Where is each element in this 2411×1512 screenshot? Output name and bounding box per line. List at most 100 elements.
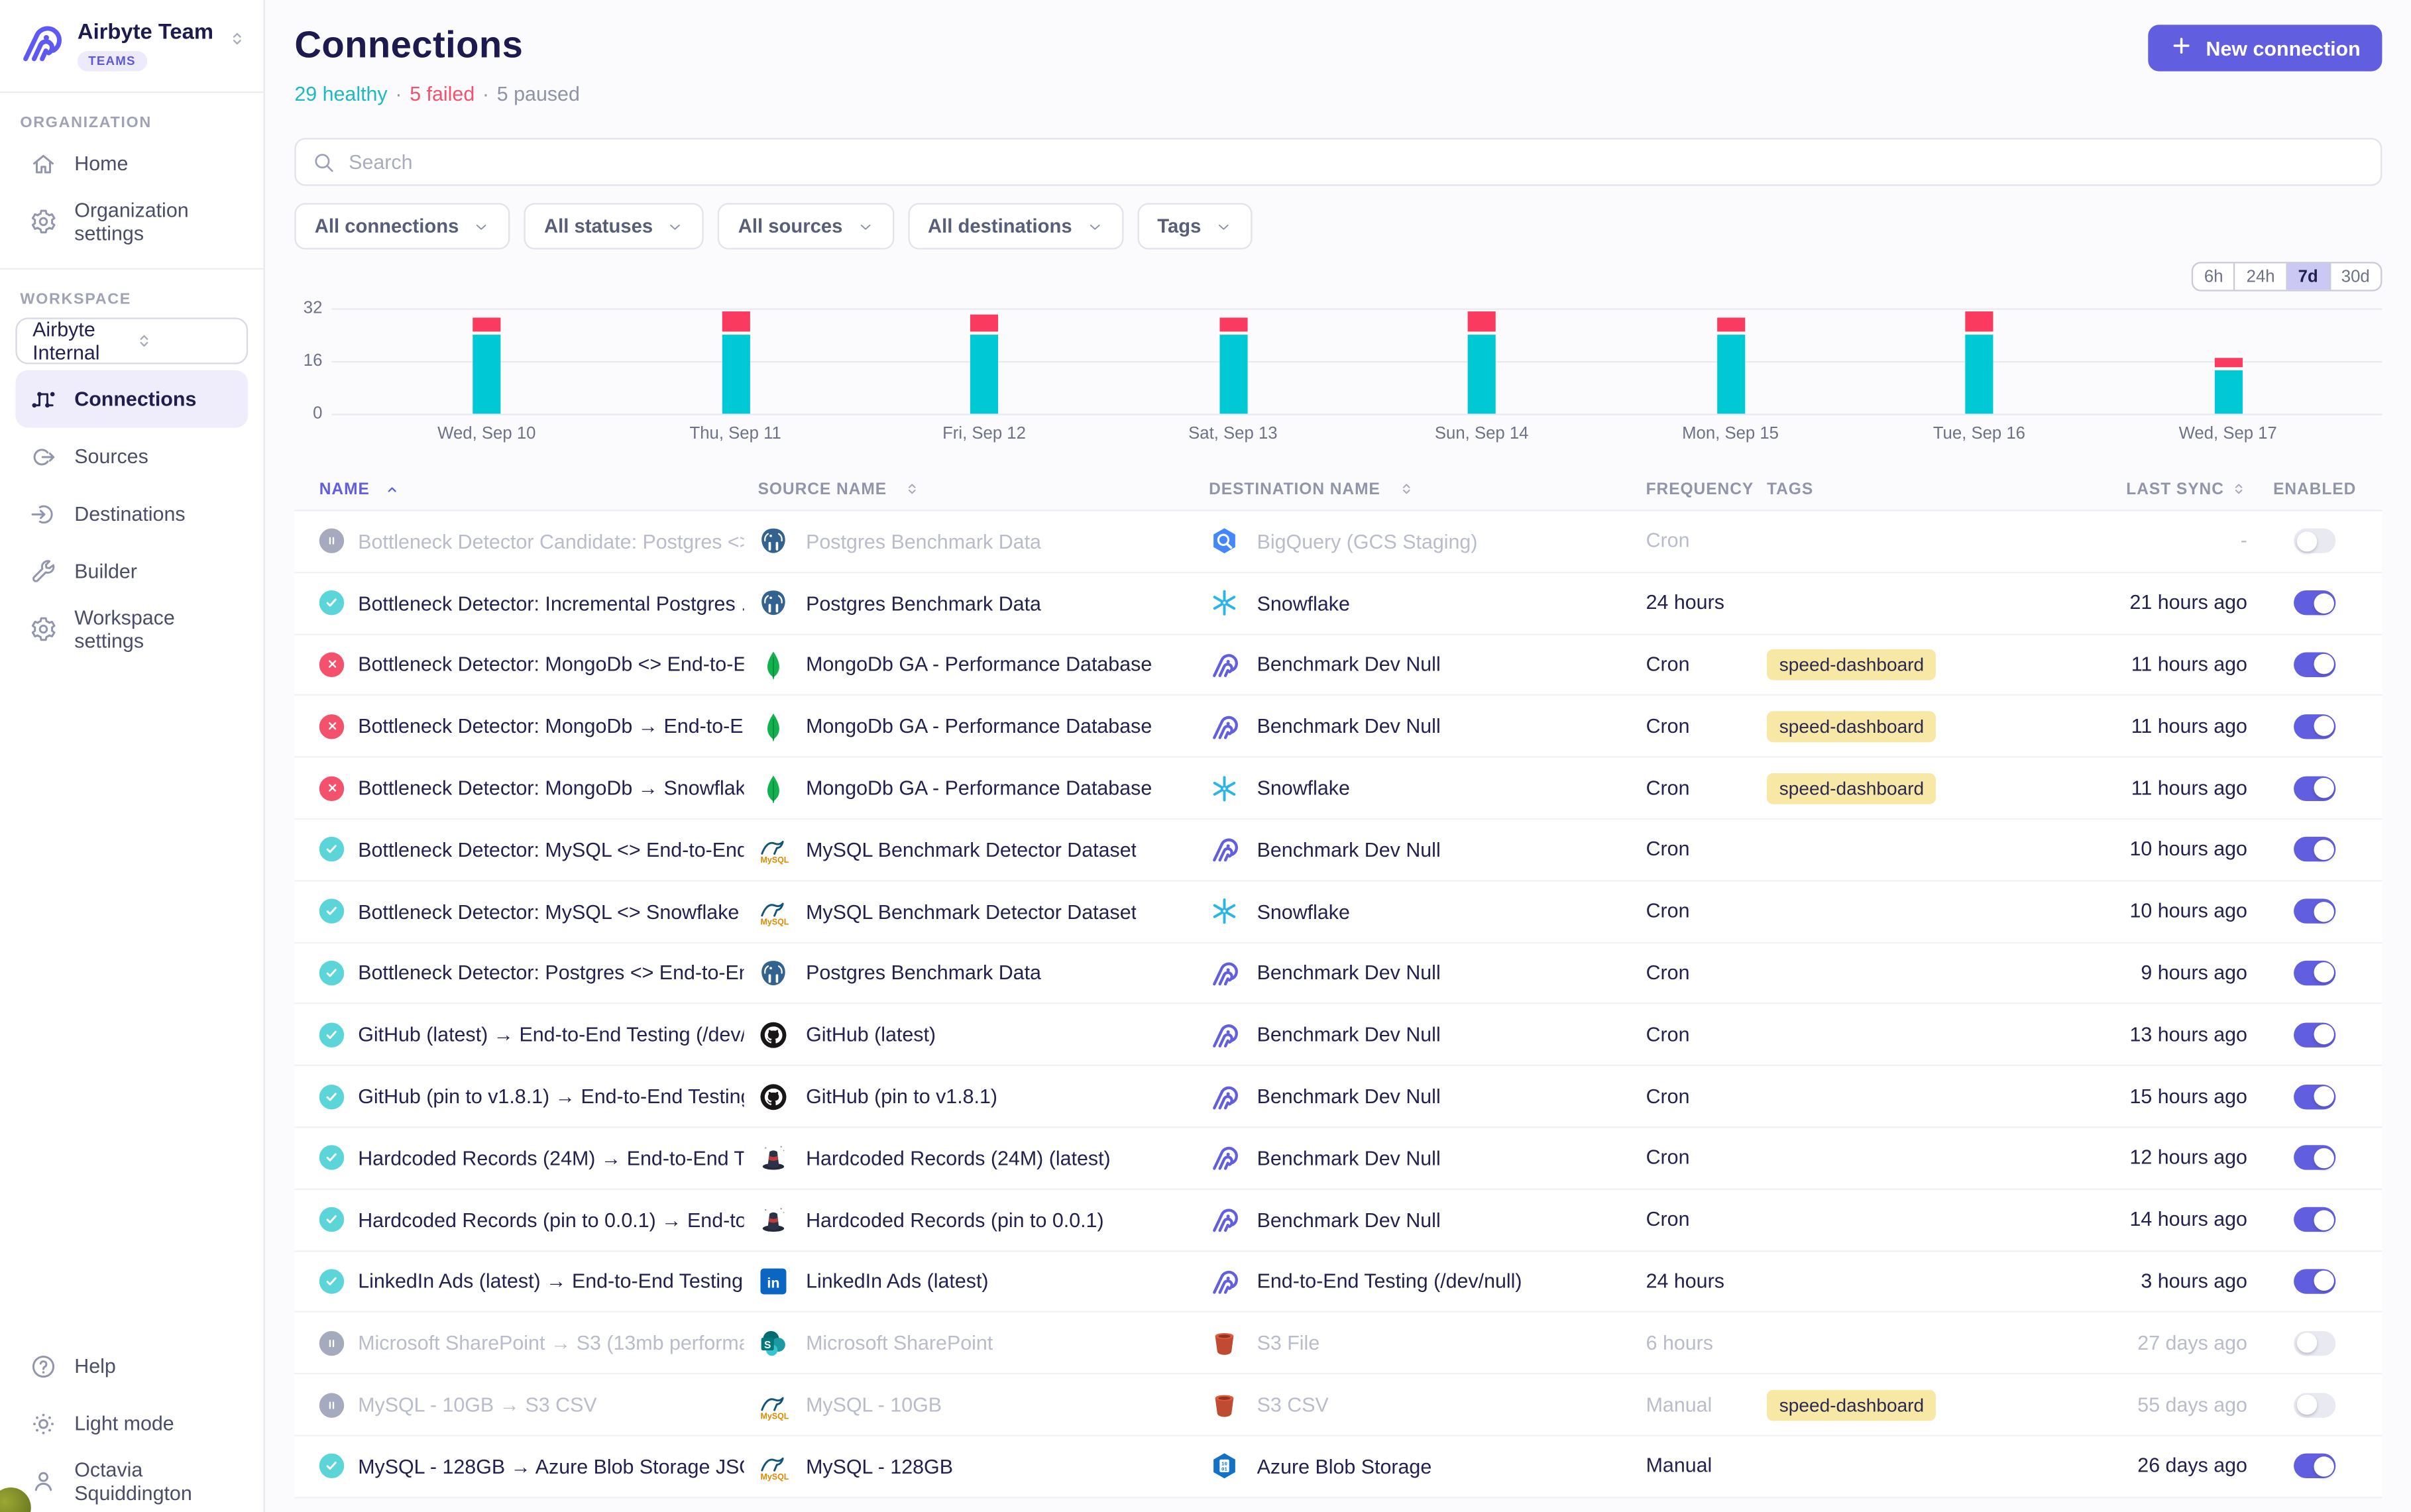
enabled-toggle[interactable] — [2294, 652, 2336, 677]
table-row[interactable]: Bottleneck Detector: MySQL <> Snowflake M… — [294, 881, 2383, 944]
sidebar-item-octavia-squiddington[interactable]: Octavia Squiddington — [15, 1452, 248, 1509]
column-header-name[interactable]: NAME — [294, 480, 744, 498]
connection-name: Hardcoded Records (24M) → End-to-End Te.… — [358, 1146, 744, 1170]
enabled-toggle[interactable] — [2294, 714, 2336, 739]
destination-name: Benchmark Dev Null — [1257, 1023, 1441, 1047]
paused-count: 5 paused — [496, 81, 580, 106]
sidebar-item-light-mode[interactable]: Light mode — [15, 1395, 248, 1452]
status-healthy-icon — [319, 1022, 345, 1048]
enabled-toggle[interactable] — [2294, 1146, 2336, 1171]
toggle-knob — [2313, 1271, 2333, 1292]
table-row[interactable]: Bottleneck Detector: MongoDb → End-to-En… — [294, 696, 2383, 759]
org-switcher-chevrons-icon[interactable] — [226, 28, 248, 57]
bar-tue-sep-16[interactable] — [1965, 294, 1993, 413]
mongodb-icon — [758, 773, 789, 804]
organization-nav: Home Organization settings — [15, 135, 248, 249]
sidebar-item-help[interactable]: Help — [15, 1337, 248, 1395]
toggle-knob — [2296, 1332, 2317, 1354]
enabled-toggle[interactable] — [2294, 1392, 2336, 1417]
connection-name: MySQL - 128GB → Azure Blob Storage JSOn … — [358, 1454, 744, 1478]
table-header: NAME SOURCE NAME DESTINATION NAME FREQUENCY… — [294, 468, 2383, 512]
enabled-toggle[interactable] — [2294, 1022, 2336, 1048]
sidebar-item-sources[interactable]: Sources — [15, 427, 248, 485]
bar-failed-segment — [970, 314, 999, 332]
bar-sat-sep-13[interactable] — [1219, 294, 1247, 413]
table-row[interactable]: Hardcoded Records (24M) → End-to-End Te.… — [294, 1128, 2383, 1190]
org-switcher[interactable]: Airbyte Team TEAMS — [15, 19, 248, 73]
time-range-24h[interactable]: 24h — [2235, 263, 2288, 290]
time-range-7d[interactable]: 7d — [2287, 263, 2331, 290]
sidebar-item-home[interactable]: Home — [15, 135, 248, 192]
filter-all-connections[interactable]: All connections — [294, 203, 510, 250]
workspace-selector[interactable]: Airbyte Internal — [15, 317, 249, 364]
filter-all-statuses[interactable]: All statuses — [524, 203, 704, 250]
sidebar: Airbyte Team TEAMS ORGANIZATION Home Orga… — [0, 0, 265, 1512]
enabled-toggle[interactable] — [2294, 1454, 2336, 1479]
s3-icon — [1209, 1328, 1240, 1359]
enabled-toggle[interactable] — [2294, 960, 2336, 986]
sidebar-item-workspace-settings[interactable]: Workspace settings — [15, 600, 248, 657]
connection-name: Bottleneck Detector: MongoDb <> End-to-E… — [358, 653, 744, 676]
wrench-icon — [29, 557, 57, 585]
column-header-source-name[interactable]: SOURCE NAME — [744, 480, 1196, 498]
table-row[interactable]: MySQL - 128GB → Azure Blob Storage JSOn … — [294, 1436, 2383, 1498]
bar-mon-sep-15[interactable] — [1716, 294, 1745, 413]
table-row[interactable]: Bottleneck Detector Candidate: Postgres … — [294, 511, 2383, 573]
toggle-knob — [2313, 963, 2333, 983]
table-row[interactable]: GitHub (pin to v1.8.1) → End-to-End Test… — [294, 1066, 2383, 1128]
table-row[interactable]: MySQL - 10GB → S3 CSV MySQL MySQL - 10GB S3… — [294, 1374, 2383, 1436]
frequency: Cron — [1646, 652, 1690, 676]
column-header-last-sync[interactable]: LAST SYNC — [2091, 480, 2247, 498]
enabled-toggle[interactable] — [2294, 898, 2336, 924]
sidebar-item-organization-settings[interactable]: Organization settings — [15, 192, 248, 250]
table-row[interactable]: GitHub (latest) → End-to-End Testing (/d… — [294, 1004, 2383, 1067]
connection-name: Bottleneck Detector: Incremental Postgre… — [358, 591, 744, 615]
new-connection-button[interactable]: New connection — [2149, 25, 2383, 72]
plus-icon — [2170, 34, 2194, 62]
sidebar-item-destinations[interactable]: Destinations — [15, 485, 248, 543]
bar-succeeded-segment — [1965, 333, 1993, 413]
enabled-toggle[interactable] — [2294, 1083, 2336, 1109]
sidebar-item-builder[interactable]: Builder — [15, 543, 248, 600]
time-range-30d[interactable]: 30d — [2341, 267, 2370, 286]
column-header-destination-name[interactable]: DESTINATION NAME — [1195, 480, 1646, 498]
filter-all-destinations[interactable]: All destinations — [907, 203, 1123, 250]
bar-wed-sep-17[interactable] — [2214, 294, 2242, 413]
svg-text:S: S — [764, 1340, 771, 1351]
sidebar-item-connections[interactable]: Connections — [15, 370, 249, 428]
search-input[interactable] — [349, 150, 2365, 174]
table-row[interactable]: Microsoft SharePoint → S3 (13mb performa… — [294, 1313, 2383, 1375]
enabled-toggle[interactable] — [2294, 590, 2336, 616]
enabled-toggle[interactable] — [2294, 1330, 2336, 1356]
destination-name: BigQuery (GCS Staging) — [1257, 529, 1478, 553]
toggle-knob — [2313, 839, 2333, 860]
enabled-toggle[interactable] — [2294, 1269, 2336, 1294]
enabled-toggle[interactable] — [2294, 529, 2336, 554]
last-sync: 9 hours ago — [2141, 960, 2247, 984]
table-row[interactable]: Bottleneck Detector: MongoDb → Snowflake… — [294, 758, 2383, 820]
enabled-toggle[interactable] — [2294, 837, 2336, 863]
table-row[interactable]: Hardcoded Records (pin to 0.0.1) → End-t… — [294, 1189, 2383, 1252]
table-row[interactable]: Bottleneck Detector: Incremental Postgre… — [294, 572, 2383, 635]
bar-sun-sep-14[interactable] — [1467, 294, 1496, 413]
mongodb-icon — [758, 711, 789, 742]
workspace-nav: Connections Sources Destinations Builder Wor… — [15, 370, 249, 657]
airbyte-icon — [1209, 711, 1240, 742]
time-range-6h[interactable]: 6h — [2194, 263, 2236, 290]
toggle-knob — [2313, 1148, 2333, 1168]
postgres-icon — [758, 526, 789, 557]
enabled-toggle[interactable] — [2294, 775, 2336, 801]
last-sync: 27 days ago — [2137, 1330, 2247, 1354]
airbyte-icon — [1209, 1266, 1240, 1297]
bar-thu-sep-11[interactable] — [721, 294, 750, 413]
bar-fri-sep-12[interactable] — [970, 294, 999, 413]
table-row[interactable]: Bottleneck Detector: MongoDb <> End-to-E… — [294, 634, 2383, 696]
bar-wed-sep-10[interactable] — [473, 294, 501, 413]
table-row[interactable]: Bottleneck Detector: MySQL <> End-to-End… — [294, 820, 2383, 882]
filter-tags[interactable]: Tags — [1137, 203, 1253, 250]
filter-all-sources[interactable]: All sources — [718, 203, 894, 250]
table-row[interactable]: Bottleneck Detector: Postgres <> End-to-… — [294, 943, 2383, 1005]
mongodb-icon — [758, 649, 789, 680]
table-row[interactable]: LinkedIn Ads (latest) → End-to-End Testi… — [294, 1251, 2383, 1313]
enabled-toggle[interactable] — [2294, 1207, 2336, 1232]
